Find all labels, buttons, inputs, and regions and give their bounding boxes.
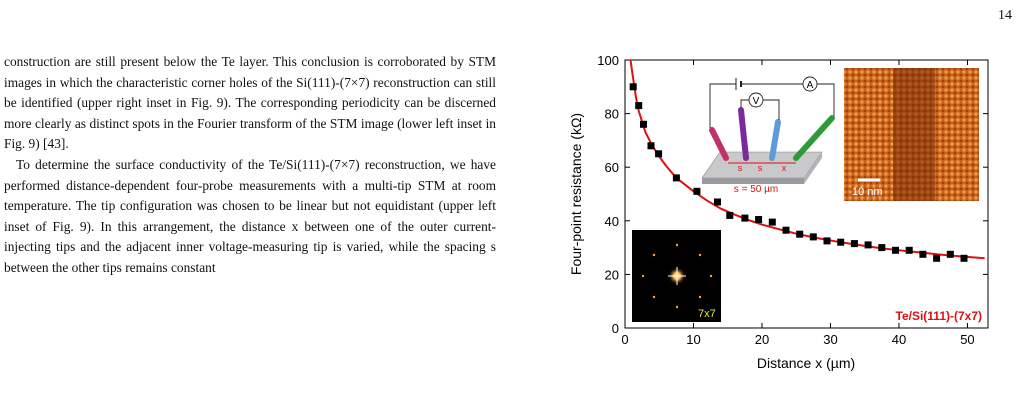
data-point [823, 237, 831, 245]
x-tick-label: 10 [686, 332, 700, 347]
data-point [693, 187, 701, 195]
tip-1 [709, 127, 729, 161]
paragraph-1: construction are still present below the… [4, 54, 496, 152]
y-tick-label: 0 [612, 321, 619, 336]
data-point [960, 254, 968, 262]
y-tick-label: 80 [605, 107, 619, 122]
data-point [672, 174, 680, 182]
data-point [655, 150, 663, 158]
data-point [782, 226, 790, 234]
data-point [837, 238, 845, 246]
ammeter-label: A [807, 80, 814, 91]
data-point [933, 254, 941, 262]
x-tick-label: 20 [755, 332, 769, 347]
tip-3 [769, 119, 781, 161]
resistance-chart: 0 10 20 30 40 50 0 20 40 60 80 100 A V s s [568, 53, 989, 371]
data-point [905, 246, 913, 254]
data-point [714, 198, 721, 206]
inset-setup: A V s s x s = 50 µm [701, 76, 835, 195]
data-point [809, 233, 817, 241]
tip-2 [738, 107, 749, 161]
data-points [629, 83, 968, 262]
x-tick-label: 40 [892, 332, 906, 347]
data-point [647, 142, 655, 150]
data-point [755, 216, 763, 223]
x-tick-label: 50 [960, 332, 974, 347]
y-tick-label: 40 [605, 214, 619, 229]
data-point [878, 244, 886, 252]
s-label-2: s [758, 163, 763, 173]
data-point [796, 230, 804, 238]
page-number: 14 [998, 8, 1012, 23]
scale-label: 10 nm [852, 186, 883, 198]
paragraph-2: To determine the surface conductivity of… [4, 156, 496, 275]
tip-4 [793, 115, 835, 161]
data-point [640, 120, 647, 128]
spacing-label: s = 50 µm [734, 184, 778, 195]
inset-fft: 7x7 [632, 230, 721, 322]
axis-ticks: 0 10 20 30 40 50 0 20 40 60 80 100 [597, 53, 988, 347]
voltmeter-label: V [753, 96, 760, 107]
x-tick-label: 30 [823, 332, 837, 347]
plot-frame [624, 59, 989, 329]
s-label-1: s [738, 163, 743, 173]
data-point [850, 240, 858, 248]
data-point [741, 214, 749, 222]
y-tick-label: 100 [597, 53, 619, 68]
data-point [864, 241, 872, 249]
y-tick-label: 60 [605, 160, 619, 175]
data-point [919, 250, 927, 258]
sample-edge [702, 178, 804, 184]
wire-outer-left [709, 83, 736, 128]
body-text: construction are still present below the… [4, 52, 496, 279]
data-point [726, 211, 734, 219]
y-axis-label: Four-point resistance (kΩ) [568, 113, 584, 275]
series-label: Te/Si(111)-(7x7) [896, 309, 982, 323]
x-axis-label: Distance x (µm) [757, 355, 855, 371]
x-tick-label: 0 [621, 332, 628, 347]
data-point [768, 218, 776, 226]
data-point [946, 250, 954, 258]
data-point [892, 246, 899, 254]
figure-9: 0 10 20 30 40 50 0 20 40 60 80 100 A V s s [560, 40, 1028, 405]
y-tick-label: 20 [605, 267, 619, 282]
x-label: x [782, 163, 787, 173]
fft-label: 7x7 [698, 308, 716, 320]
data-point [629, 83, 637, 91]
sample-side [804, 152, 822, 184]
inset-stm: 10 nm [844, 68, 979, 201]
data-point [635, 102, 643, 110]
